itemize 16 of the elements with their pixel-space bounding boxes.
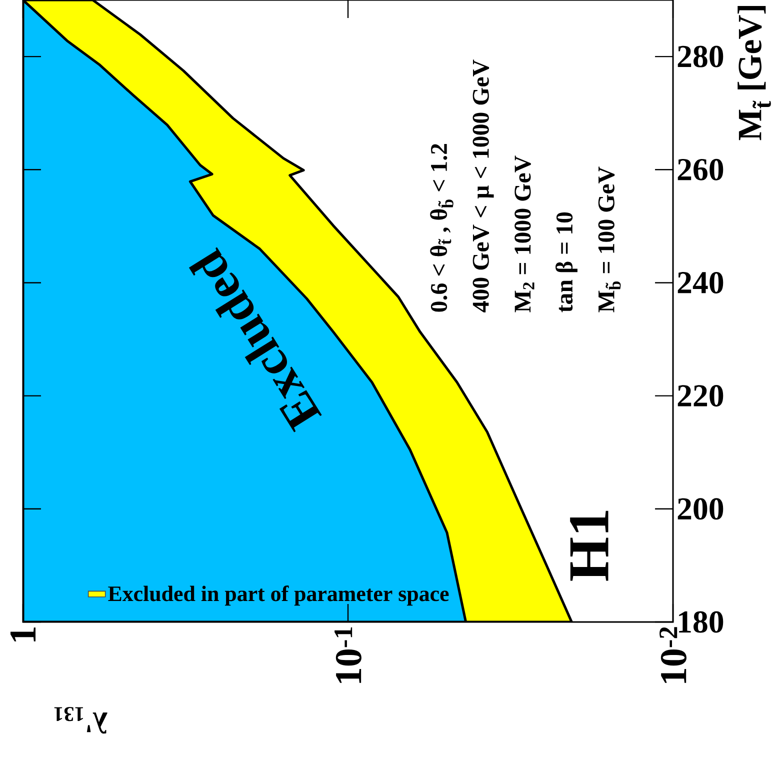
y-tick-label: 200 bbox=[678, 498, 724, 520]
y-tick-label: 280 bbox=[678, 46, 724, 68]
x-tick-label: 10$^{-1}$ bbox=[334, 627, 362, 683]
legend-label: Excluded in part of parameter space bbox=[108, 586, 449, 606]
annotation: 0.6 < θ$_{t̃}$ , θ$_{b̃}$ < 1.2 bbox=[430, 144, 454, 312]
y-tick-label: 240 bbox=[678, 272, 724, 294]
y-tick-label: 260 bbox=[678, 158, 724, 180]
y-axis-title: M$_{t̃}$ [GeV] bbox=[738, 6, 771, 140]
annotation: tan β = 10 bbox=[556, 212, 578, 312]
x-axis-title: λ'$_{131}$ bbox=[54, 707, 108, 734]
annotation: M$_{2}$ = 1000 GeV bbox=[514, 156, 534, 312]
x-tick-label: 1 bbox=[10, 627, 36, 642]
annotation: H1 bbox=[570, 510, 608, 581]
annotation: M$_{b̃}$ = 100 GeV bbox=[598, 166, 621, 312]
y-tick-label: 220 bbox=[678, 385, 724, 407]
annotation: 400 GeV < μ < 1000 GeV bbox=[472, 60, 494, 312]
